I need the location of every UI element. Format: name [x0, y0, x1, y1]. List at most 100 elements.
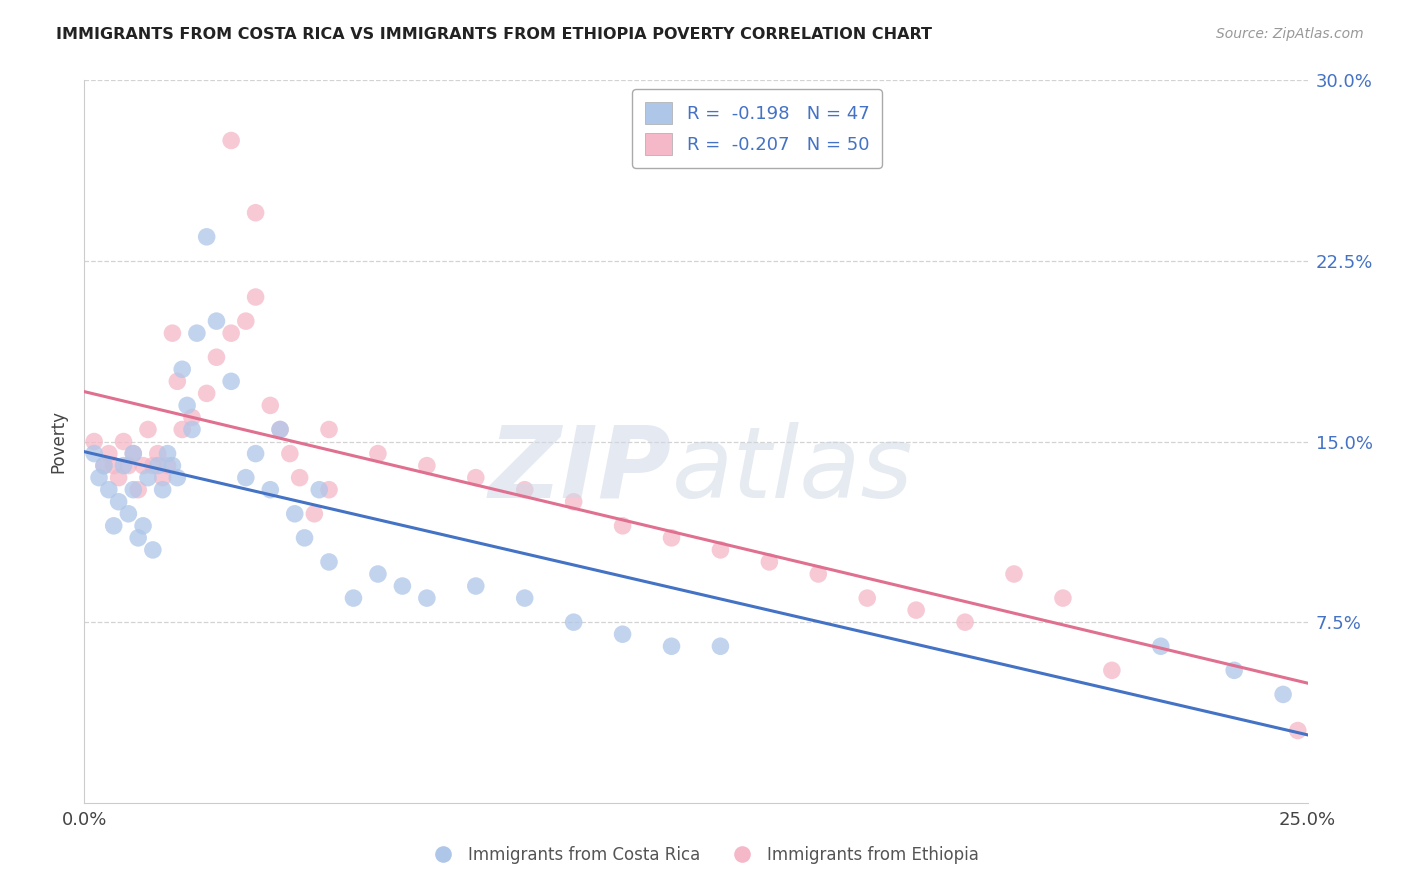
- Point: [117, 507, 139, 521]
- Point: [294, 531, 316, 545]
- Point: [162, 326, 184, 340]
- Point: [87, 470, 110, 484]
- Point: [245, 205, 267, 219]
- Point: [856, 591, 879, 605]
- Point: [117, 458, 139, 473]
- Point: [181, 422, 204, 436]
- Point: [245, 446, 267, 460]
- Point: [661, 531, 683, 545]
- Point: [103, 458, 125, 473]
- Point: [758, 555, 780, 569]
- Point: [83, 446, 105, 460]
- Point: [318, 555, 340, 569]
- Point: [235, 314, 257, 328]
- Point: [612, 627, 634, 641]
- Point: [905, 603, 928, 617]
- Point: [107, 470, 129, 484]
- Point: [513, 483, 536, 497]
- Point: [464, 579, 486, 593]
- Point: [103, 518, 125, 533]
- Point: [367, 446, 389, 460]
- Point: [284, 507, 307, 521]
- Point: [181, 410, 204, 425]
- Point: [1223, 664, 1246, 678]
- Point: [132, 458, 155, 473]
- Point: [1286, 723, 1309, 738]
- Point: [304, 507, 326, 521]
- Point: [953, 615, 976, 630]
- Point: [156, 446, 179, 460]
- Point: [162, 458, 184, 473]
- Point: [136, 422, 159, 436]
- Point: [142, 542, 165, 557]
- Point: [156, 458, 179, 473]
- Point: [122, 483, 145, 497]
- Point: [709, 639, 731, 653]
- Point: [1101, 664, 1123, 678]
- Point: [172, 362, 194, 376]
- Point: [112, 458, 135, 473]
- Point: [308, 483, 330, 497]
- Point: [278, 446, 301, 460]
- Point: [205, 314, 228, 328]
- Point: [416, 458, 439, 473]
- Text: Source: ZipAtlas.com: Source: ZipAtlas.com: [1216, 27, 1364, 41]
- Point: [1150, 639, 1173, 653]
- Point: [235, 470, 257, 484]
- Point: [83, 434, 105, 449]
- Point: [97, 483, 120, 497]
- Point: [122, 446, 145, 460]
- Point: [807, 567, 830, 582]
- Point: [93, 458, 115, 473]
- Point: [166, 374, 188, 388]
- Point: [152, 470, 174, 484]
- Point: [205, 350, 228, 364]
- Point: [612, 518, 634, 533]
- Point: [562, 494, 585, 508]
- Point: [112, 434, 135, 449]
- Point: [97, 446, 120, 460]
- Text: atlas: atlas: [672, 422, 912, 519]
- Point: [146, 446, 169, 460]
- Point: [464, 470, 486, 484]
- Point: [219, 133, 242, 147]
- Point: [1002, 567, 1025, 582]
- Point: [269, 422, 291, 436]
- Point: [195, 230, 218, 244]
- Point: [146, 458, 169, 473]
- Point: [122, 446, 145, 460]
- Point: [513, 591, 536, 605]
- Point: [269, 422, 291, 436]
- Point: [93, 458, 115, 473]
- Point: [219, 374, 242, 388]
- Point: [391, 579, 413, 593]
- Point: [259, 398, 281, 412]
- Point: [562, 615, 585, 630]
- Point: [1052, 591, 1074, 605]
- Point: [259, 483, 281, 497]
- Point: [288, 470, 311, 484]
- Point: [661, 639, 683, 653]
- Point: [318, 422, 340, 436]
- Point: [152, 483, 174, 497]
- Point: [245, 290, 267, 304]
- Point: [136, 470, 159, 484]
- Text: IMMIGRANTS FROM COSTA RICA VS IMMIGRANTS FROM ETHIOPIA POVERTY CORRELATION CHART: IMMIGRANTS FROM COSTA RICA VS IMMIGRANTS…: [56, 27, 932, 42]
- Point: [166, 470, 188, 484]
- Point: [176, 398, 198, 412]
- Point: [1272, 687, 1295, 701]
- Point: [132, 518, 155, 533]
- Point: [142, 458, 165, 473]
- Point: [318, 483, 340, 497]
- Point: [195, 386, 218, 401]
- Point: [172, 422, 194, 436]
- Point: [342, 591, 364, 605]
- Y-axis label: Poverty: Poverty: [49, 410, 67, 473]
- Point: [416, 591, 439, 605]
- Point: [367, 567, 389, 582]
- Legend: Immigrants from Costa Rica, Immigrants from Ethiopia: Immigrants from Costa Rica, Immigrants f…: [420, 839, 986, 871]
- Point: [186, 326, 208, 340]
- Point: [107, 494, 129, 508]
- Legend: R =  -0.198   N = 47, R =  -0.207   N = 50: R = -0.198 N = 47, R = -0.207 N = 50: [633, 89, 882, 168]
- Text: ZIP: ZIP: [488, 422, 672, 519]
